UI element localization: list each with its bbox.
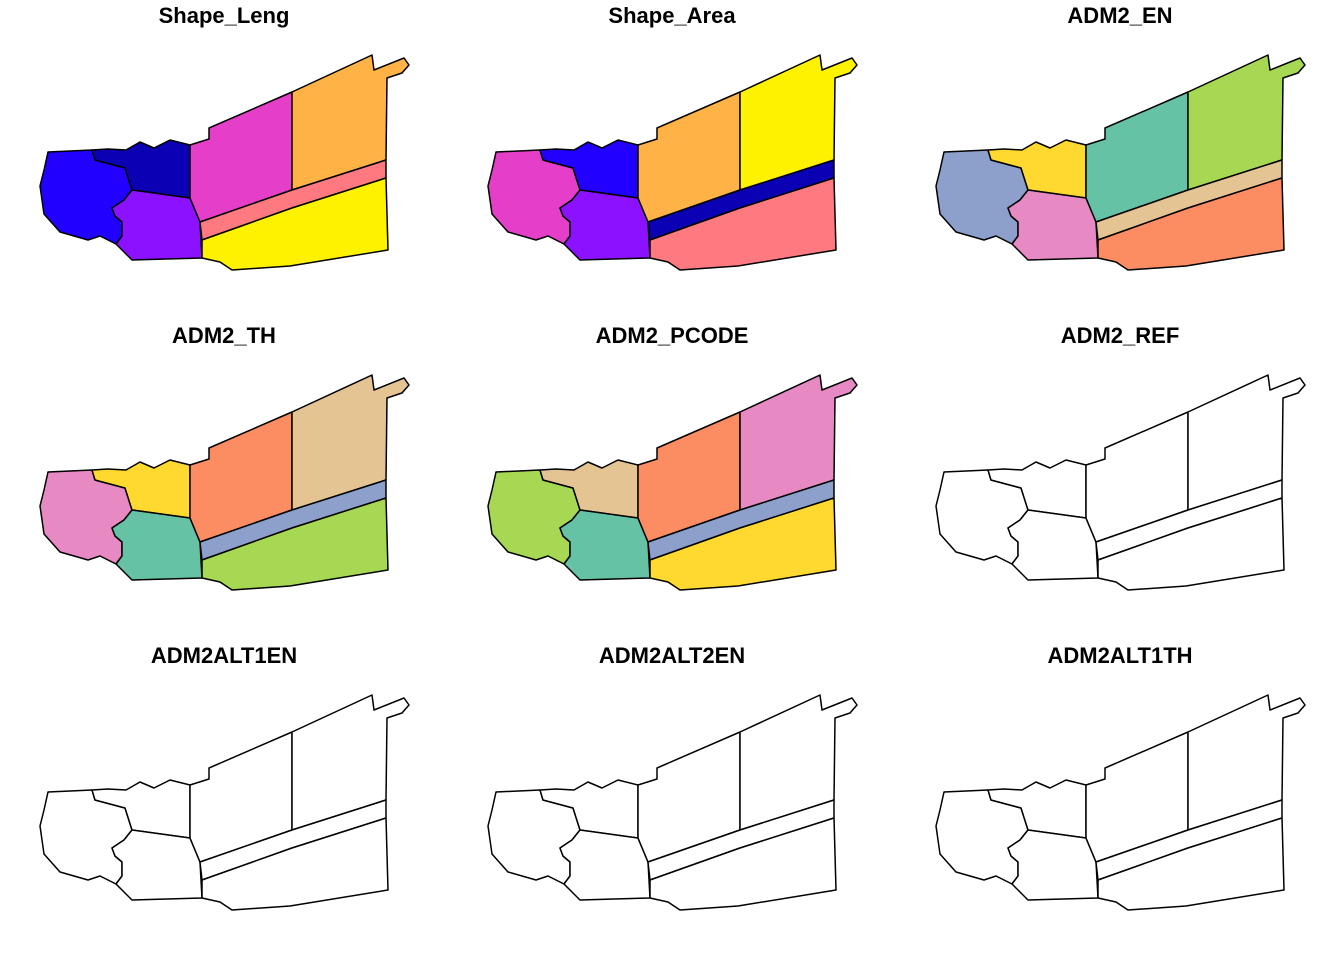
region-south-west bbox=[559, 509, 651, 581]
district-map bbox=[487, 54, 858, 271]
district-map bbox=[935, 694, 1306, 911]
region-north-central bbox=[987, 459, 1087, 519]
region-south-east bbox=[1097, 497, 1285, 591]
panel-title: Shape_Area bbox=[608, 3, 736, 28]
region-south-west bbox=[1007, 829, 1099, 901]
region-south-east bbox=[201, 497, 389, 591]
region-north-central bbox=[539, 779, 639, 839]
district-map bbox=[935, 54, 1306, 271]
region-north-central bbox=[987, 779, 1087, 839]
panel-title: ADM2ALT2EN bbox=[598, 643, 746, 668]
map-panel: ADM2_REF bbox=[896, 320, 1344, 640]
region-south-east bbox=[649, 497, 837, 591]
panel-title: Shape_Leng bbox=[158, 3, 290, 28]
region-north-east bbox=[291, 54, 410, 191]
district-map bbox=[487, 374, 858, 591]
map-panel: ADM2_TH bbox=[0, 320, 448, 640]
map-panel: Shape_Leng bbox=[0, 0, 448, 320]
map-panel: ADM2_EN bbox=[896, 0, 1344, 320]
region-south-east bbox=[649, 177, 837, 271]
panel-title: ADM2ALT1EN bbox=[150, 643, 298, 668]
district-map bbox=[487, 694, 858, 911]
region-south-west bbox=[1007, 189, 1099, 261]
map-panel: Shape_Area bbox=[448, 0, 896, 320]
region-south-east bbox=[1097, 817, 1285, 911]
region-north-east bbox=[739, 374, 858, 511]
region-north-east bbox=[739, 54, 858, 191]
region-north-east bbox=[1187, 374, 1306, 511]
region-north-east bbox=[1187, 694, 1306, 831]
region-south-west bbox=[1007, 509, 1099, 581]
panel-title: ADM2_EN bbox=[1067, 3, 1173, 28]
region-south-west bbox=[111, 509, 203, 581]
map-panel: ADM2ALT1TH bbox=[896, 640, 1344, 960]
region-south-west bbox=[111, 189, 203, 261]
region-north-east bbox=[291, 374, 410, 511]
region-north-east bbox=[291, 694, 410, 831]
panel-title: ADM2_REF bbox=[1060, 323, 1180, 348]
map-panel: ADM2ALT1EN bbox=[0, 640, 448, 960]
region-north-central bbox=[987, 139, 1087, 199]
panel-title: ADM2ALT1TH bbox=[1047, 643, 1193, 668]
district-map bbox=[39, 374, 410, 591]
region-north-east bbox=[739, 694, 858, 831]
district-map bbox=[935, 374, 1306, 591]
district-map bbox=[39, 54, 410, 271]
region-north-central bbox=[91, 139, 191, 199]
region-south-east bbox=[201, 817, 389, 911]
region-north-central bbox=[91, 779, 191, 839]
region-north-east bbox=[1187, 54, 1306, 191]
region-south-west bbox=[111, 829, 203, 901]
region-south-east bbox=[1097, 177, 1285, 271]
region-south-west bbox=[559, 829, 651, 901]
district-map bbox=[39, 694, 410, 911]
region-south-west bbox=[559, 189, 651, 261]
region-north-central bbox=[539, 459, 639, 519]
region-south-east bbox=[201, 177, 389, 271]
panel-title: ADM2_PCODE bbox=[595, 323, 749, 348]
region-north-central bbox=[539, 139, 639, 199]
panel-title: ADM2_TH bbox=[172, 323, 276, 348]
map-panel: ADM2ALT2EN bbox=[448, 640, 896, 960]
map-panel: ADM2_PCODE bbox=[448, 320, 896, 640]
region-south-east bbox=[649, 817, 837, 911]
region-north-central bbox=[91, 459, 191, 519]
